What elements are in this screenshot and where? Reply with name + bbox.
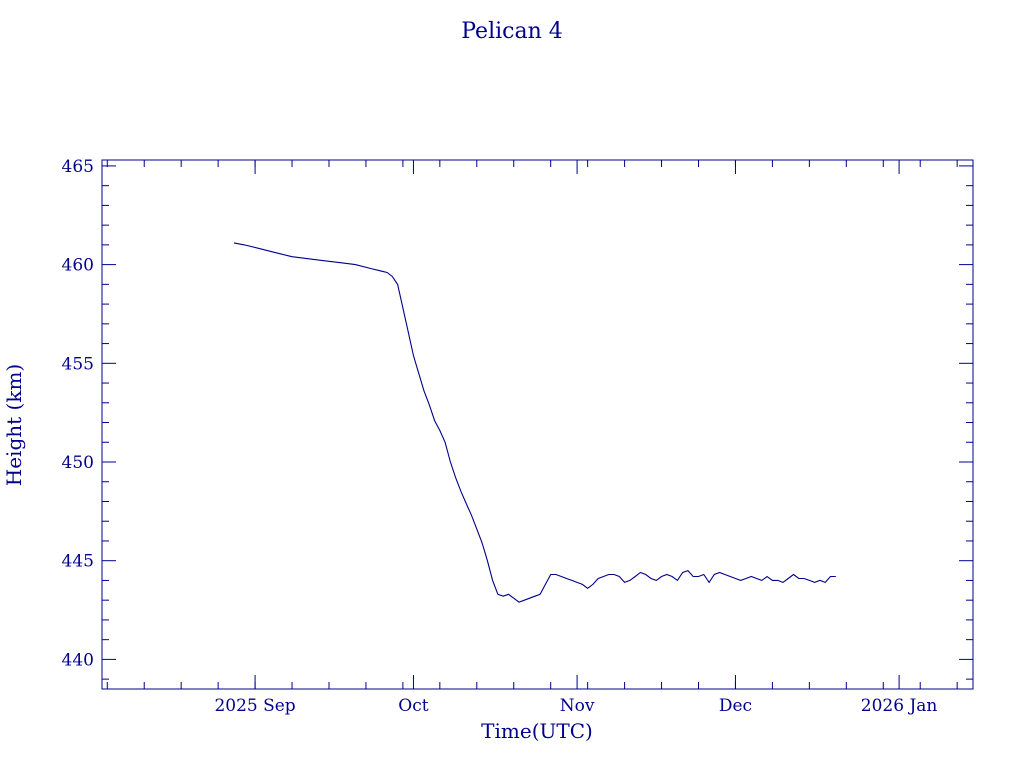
y-tick-label: 445 <box>62 552 94 572</box>
x-tick-label: 2026 Jan <box>861 696 938 716</box>
plot-frame <box>101 159 974 690</box>
y-tick-label: 450 <box>62 453 94 473</box>
y-axis-label: Height (km) <box>2 364 26 486</box>
x-tick-label: 2025 Sep <box>214 696 295 716</box>
chart-title: Pelican 4 <box>461 19 563 44</box>
y-tick-label: 455 <box>62 354 94 374</box>
y-tick-label: 460 <box>62 256 94 276</box>
y-tick-labels: 440 445 450 455 460 465 <box>62 157 94 670</box>
x-tick-label: Dec <box>719 696 752 716</box>
height-series-line <box>233 242 836 603</box>
y-tick-label: 440 <box>62 650 94 670</box>
x-tick-label: Oct <box>398 696 428 716</box>
y-tick-label: 465 <box>62 157 94 177</box>
axis-ticks <box>102 160 973 689</box>
x-tick-labels: 2025 Sep Oct Nov Dec 2026 Jan <box>214 696 937 716</box>
x-axis-label: Time(UTC) <box>481 719 593 743</box>
x-tick-label: Nov <box>560 696 595 716</box>
